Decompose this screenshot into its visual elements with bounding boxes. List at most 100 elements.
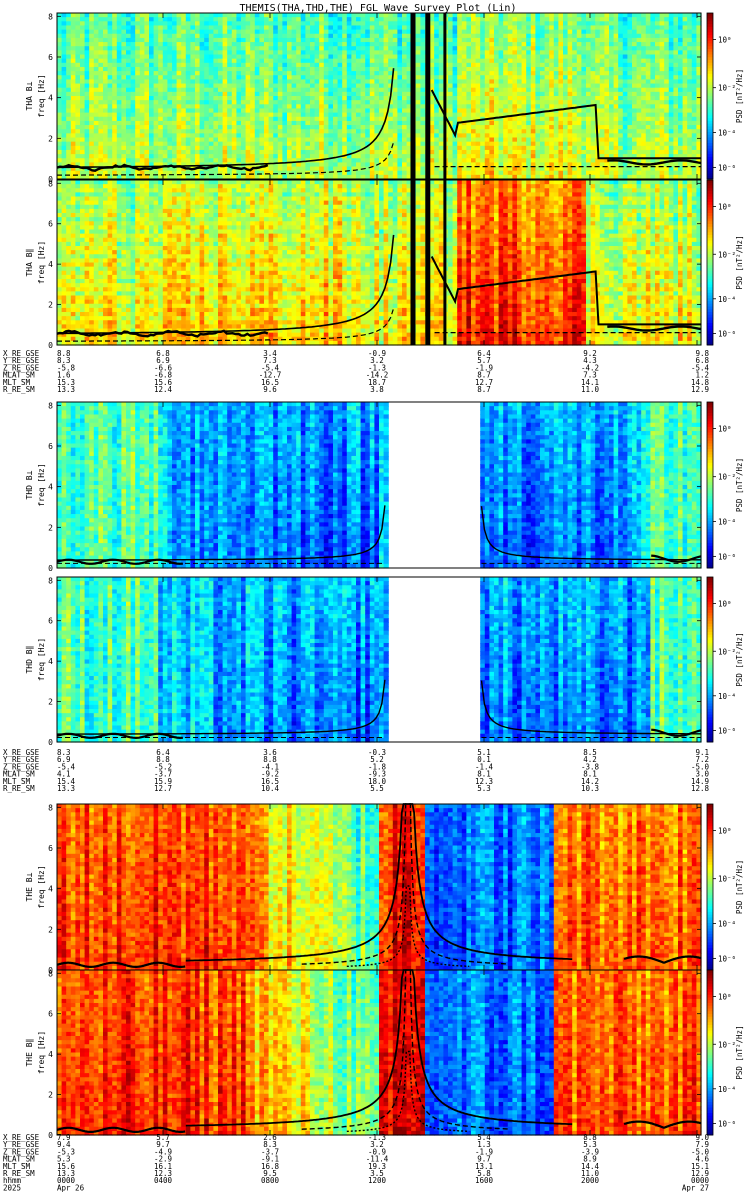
colorbar-label: PSD [nT²/Hz] (735, 458, 744, 512)
y-tick-label: 6 (48, 220, 53, 229)
ephemeris-value: 13.3 (57, 385, 75, 394)
y-tick-label: 4 (48, 1050, 53, 1059)
y-tick-label: 2 (48, 523, 53, 532)
colorbar-tick-label: 10⁰ (718, 36, 732, 45)
ephemeris-label: R_RE_SM (3, 385, 35, 394)
colorbar-label: PSD [nT²/Hz] (735, 632, 744, 686)
y-tick-label: 2 (48, 925, 53, 934)
colorbar-tick-label: 10⁰ (718, 425, 732, 434)
colorbar-tick-label: 10⁻⁴ (718, 920, 736, 929)
ephemeris-value: 12.9 (691, 385, 709, 394)
colorbar-tick-label: 10⁻⁴ (718, 1085, 736, 1094)
ephemeris-value: 12.4 (154, 385, 173, 394)
panel-ylabel: THD B∥ (25, 645, 34, 673)
colorbar-tick-label: 10⁻² (718, 84, 736, 93)
data-gap-bar (410, 13, 415, 179)
y-tick-label: 4 (48, 483, 53, 492)
y-tick-label: 4 (48, 260, 53, 269)
freq-axis-label: freq [Hz] (37, 865, 46, 908)
colorbar-tick-label: 10⁻⁴ (718, 129, 736, 138)
y-tick-label: 0 (48, 564, 53, 573)
data-gap-bar (410, 180, 415, 345)
panel-ylabel: THA B∥ (25, 248, 34, 276)
y-tick-label: 0 (48, 1131, 53, 1140)
colorbar-tick-label: 10⁻² (718, 647, 736, 656)
ephemeris-value: Apr 26 (57, 1183, 85, 1192)
y-tick-label: 0 (48, 738, 53, 747)
ephemeris-value: 5.3 (477, 784, 491, 793)
colorbar-label: PSD [nT²/Hz] (735, 860, 744, 914)
colorbar-label: PSD [nT²/Hz] (735, 1025, 744, 1079)
ephemeris-table-tha: X_RE_GSE 8.8 6.8 3.4 -0.9 6.4 9.2 9.8Y_RE_GSE 8.… (3, 349, 709, 394)
y-tick-label: 8 (48, 803, 53, 812)
colorbar-tick-label: 10⁻⁶ (718, 726, 736, 735)
panel-ylabel: THA B⊥ (25, 81, 34, 110)
ephemeris-value: 9.6 (263, 385, 277, 394)
y-tick-label: 8 (48, 179, 53, 188)
colorbar-tick-label: 10⁻⁴ (718, 692, 736, 701)
y-tick-label: 0 (48, 341, 53, 350)
y-tick-label: 2 (48, 301, 53, 310)
y-tick-label: 8 (48, 12, 53, 21)
panel-ylabel: THE B∥ (25, 1038, 34, 1066)
y-tick-label: 6 (48, 617, 53, 626)
y-tick-label: 6 (48, 442, 53, 451)
ephemeris-value: 2000 (581, 1176, 600, 1185)
data-gap-bar (443, 180, 446, 345)
y-tick-label: 2 (48, 698, 53, 707)
y-tick-label: 6 (48, 844, 53, 853)
ephemeris-table-the: X_RE_GSE 7.9 5.7 2.6 -1.3 5.4 8.8 9.0Y_RE_GSE 9.… (3, 1133, 709, 1192)
ephemeris-value: 8.7 (477, 385, 491, 394)
colorbar-tick-label: 10⁻² (718, 473, 736, 482)
y-tick-label: 4 (48, 94, 53, 103)
ephemeris-value: 10.4 (261, 784, 280, 793)
ephemeris-table-thd: X_RE_GSE 8.3 6.4 3.6 -0.3 5.1 8.5 9.1Y_RE_GSE 6.… (3, 748, 709, 793)
y-tick-label: 6 (48, 53, 53, 62)
ephemeris-value: 10.3 (581, 784, 599, 793)
colorbar-tick-label: 10⁻⁶ (718, 163, 736, 172)
colorbar-tick-label: 10⁰ (718, 992, 732, 1001)
freq-axis-label: freq [Hz] (37, 1031, 46, 1074)
colorbar-tick-label: 10⁻⁶ (718, 552, 736, 561)
colorbar-tick-label: 10⁻⁴ (718, 518, 736, 527)
freq-axis-label: freq [Hz] (37, 241, 46, 284)
ephemeris-value: 1200 (368, 1176, 387, 1185)
colorbar-tick-label: 10⁰ (718, 202, 732, 211)
colorbar-tick-label: 10⁻⁶ (718, 954, 736, 963)
colorbar-tick-label: 10⁰ (718, 599, 732, 608)
ephemeris-value: 0400 (154, 1176, 173, 1185)
ephemeris-value: 3.8 (370, 385, 384, 394)
colorbar-tick-label: 10⁻² (718, 1040, 736, 1049)
y-tick-label: 6 (48, 1010, 53, 1019)
colorbar-tick-label: 10⁰ (718, 827, 732, 836)
y-tick-label: 8 (48, 576, 53, 585)
panel-ylabel: THD B⊥ (25, 470, 34, 499)
y-tick-label: 4 (48, 885, 53, 894)
ephemeris-value: 13.3 (57, 784, 75, 793)
y-tick-label: 4 (48, 657, 53, 666)
ephemeris-value: 12.8 (691, 784, 710, 793)
y-tick-label: 8 (48, 969, 53, 978)
ephemeris-value: 1600 (475, 1176, 494, 1185)
colorbar-tick-label: 10⁻² (718, 875, 736, 884)
freq-axis-label: freq [Hz] (37, 463, 46, 506)
colorbar-tick-label: 10⁻⁶ (718, 329, 736, 338)
colorbar-tick-label: 10⁻⁴ (718, 295, 736, 304)
ephemeris-value: Apr 27 (682, 1183, 709, 1192)
y-tick-label: 2 (48, 134, 53, 143)
ephemeris-value: 0800 (261, 1176, 280, 1185)
data-gap-bar (425, 180, 430, 345)
y-tick-label: 2 (48, 1091, 53, 1100)
ephemeris-label: 2025 (3, 1183, 21, 1192)
data-gap-bar (425, 13, 430, 179)
panel-ylabel: THE B⊥ (25, 872, 34, 901)
freq-axis-label: freq [Hz] (37, 74, 46, 117)
ephemeris-value: 5.5 (370, 784, 384, 793)
